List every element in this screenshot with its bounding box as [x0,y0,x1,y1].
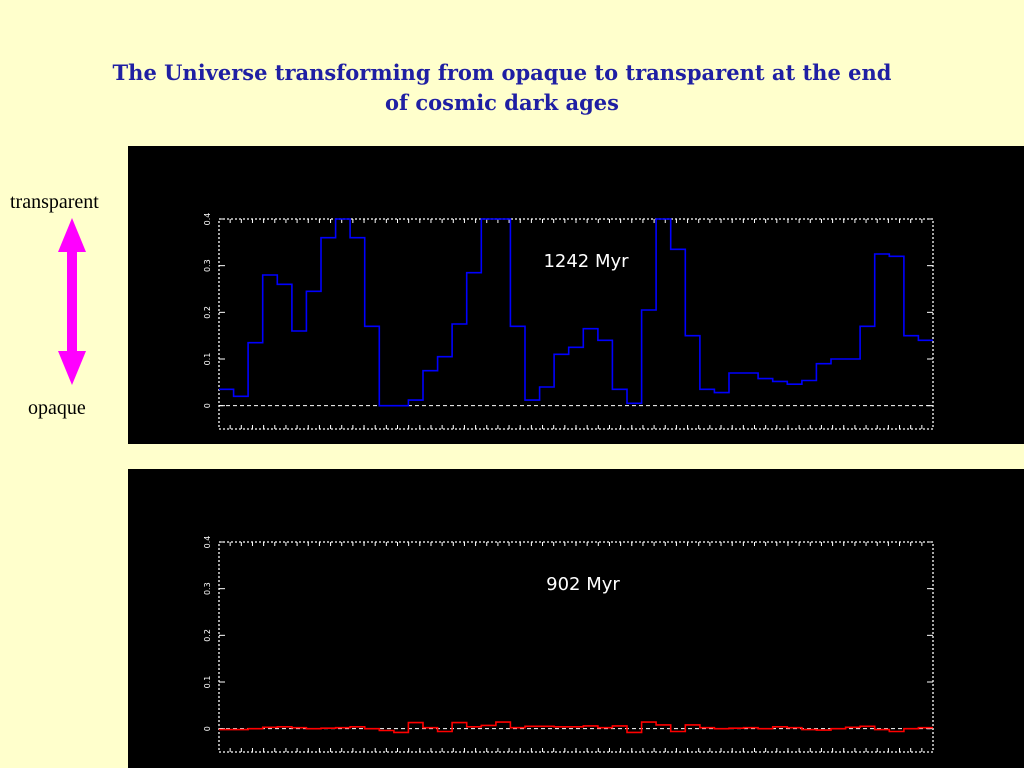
slide-title: The Universe transforming from opaque to… [112,60,892,115]
series-label: 902 Myr [546,574,620,595]
arrow-head-up [58,218,86,252]
series-step-line [219,218,933,407]
spectrum-chart-902-myr: 0 0.1 0.2 0.3 0.4 902 Myr [203,536,934,753]
y-tick-label: 0.1 [203,676,212,689]
arrow-head-down [58,351,86,385]
double-arrow-icon [58,218,86,385]
y-tick-label: 0.2 [203,306,212,319]
series-step-line [219,721,933,734]
chart-panel-1242-myr: 0 0.1 0.2 0.3 0.4 1242 Myr [128,146,1024,444]
transparent-label: transparent [10,191,99,213]
y-tick-label: 0 [203,403,212,408]
spectrum-chart-1242-myr: 0 0.1 0.2 0.3 0.4 1242 Myr [203,213,934,430]
opaque-label: opaque [28,397,86,419]
y-tick-label: 0 [203,726,212,731]
y-tick-label: 0.4 [203,213,212,226]
y-tick-label: 0.4 [203,536,212,549]
arrow-shaft [67,250,77,354]
chart-panel-902-myr: 0 0.1 0.2 0.3 0.4 902 Myr [128,469,1024,768]
y-tick-label: 0.1 [203,353,212,366]
series-label: 1242 Myr [543,251,629,272]
y-tick-label: 0.3 [203,259,212,272]
y-tick-label: 0.2 [203,629,212,642]
y-tick-label: 0.3 [203,582,212,595]
